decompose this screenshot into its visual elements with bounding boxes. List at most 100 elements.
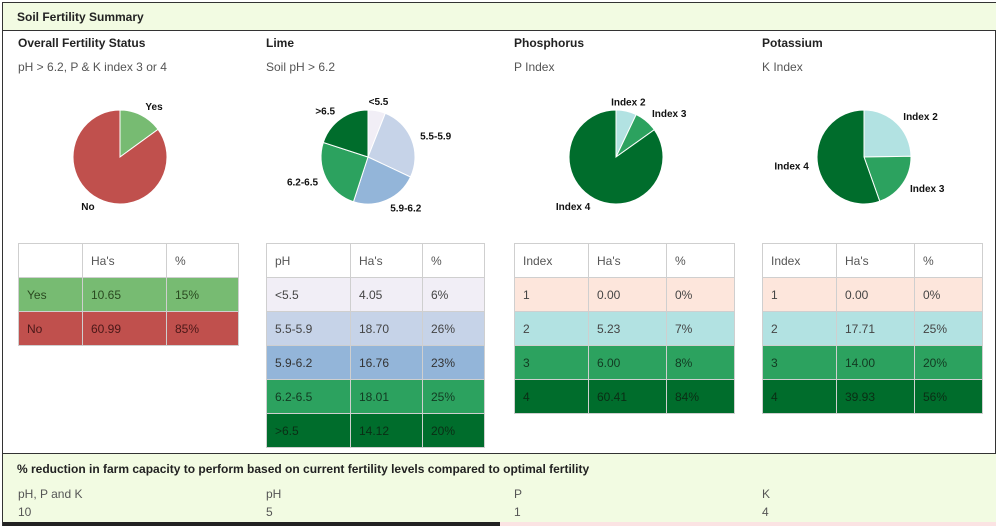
reduction-label-p: P xyxy=(514,487,523,501)
pie-label-index-4: Index 4 xyxy=(774,162,809,173)
table-row: 4 60.41 84% xyxy=(514,379,735,414)
column-heading: Potassium xyxy=(762,36,823,50)
table-cell: 4 xyxy=(514,379,589,414)
reduction-value-ph-p-k: 10 xyxy=(18,505,32,519)
capacity-reduction-title: % reduction in farm capacity to perform … xyxy=(17,462,590,476)
table-cell: 84% xyxy=(666,379,735,414)
table-header-row: Index Ha's% xyxy=(514,243,735,278)
reduction-label-ph: pH xyxy=(266,487,282,501)
table-cell: 6.2-6.5 xyxy=(266,379,351,414)
table-cell: 4 xyxy=(762,379,837,414)
table-cell: 20% xyxy=(422,413,485,448)
pie-slice-no xyxy=(72,109,168,205)
table-cell: 20% xyxy=(914,345,983,380)
pie-label-6-5: >6.5 xyxy=(315,107,335,118)
table-cell: 0% xyxy=(914,277,983,312)
table-cell: 60.99 xyxy=(82,311,167,346)
pie-label-index-2: Index 2 xyxy=(611,97,646,108)
column-header: % xyxy=(422,243,485,278)
pie-label-index-3: Index 3 xyxy=(910,184,945,195)
column-heading: Overall Fertility Status xyxy=(18,36,146,50)
table-cell: 14.00 xyxy=(836,345,915,380)
pie-label-index-3: Index 3 xyxy=(652,109,687,120)
table-row: 1 0.00 0% xyxy=(514,277,735,312)
table-cell: 14.12 xyxy=(350,413,423,448)
footer-strip-left xyxy=(3,522,499,526)
column-overall-fertility: Overall Fertility Status pH > 6.2, P & K… xyxy=(18,32,248,452)
table-cell: 8% xyxy=(666,345,735,380)
column-potassium: Potassium K Index Index 2 Index 3 Index 4 … xyxy=(762,32,992,452)
table-cell: 26% xyxy=(422,311,485,346)
table-row: 2 5.23 7% xyxy=(514,311,735,346)
potassium-pie-chart: Index 2 Index 3 Index 4 xyxy=(774,109,945,205)
table-cell: 4.05 xyxy=(350,277,423,312)
table-cell: No xyxy=(18,311,83,346)
column-header: Index xyxy=(514,243,589,278)
table-cell: >6.5 xyxy=(266,413,351,448)
column-phosphorus: Phosphorus P Index Index 2 Index 3 Index 4… xyxy=(514,32,744,452)
table-cell: 6.00 xyxy=(588,345,667,380)
column-header: pH xyxy=(266,243,351,278)
pie-slice-5-9-6-2 xyxy=(352,156,412,205)
pie-slice-6-2-6-5 xyxy=(320,141,369,203)
table-cell: 6% xyxy=(422,277,485,312)
table-cell: 1 xyxy=(762,277,837,312)
table-row: >6.5 14.12 20% xyxy=(266,413,485,448)
table-cell: 5.5-5.9 xyxy=(266,311,351,346)
lime-table: pH Ha's% <5.5 4.05 6% 5.5-5.9 18.70 26% 5.9-6.2 1… xyxy=(266,243,485,448)
column-header: Ha's xyxy=(588,243,667,278)
pie-label-5-9-6-2: 5.9-6.2 xyxy=(390,203,422,214)
potassium-table: Index Ha's% 1 0.00 0% 2 17.71 25% 3 14.00 20% 4 39.9… xyxy=(762,243,983,414)
table-cell: 16.76 xyxy=(350,345,423,380)
pie-slice-6-5 xyxy=(322,109,369,158)
column-header: % xyxy=(914,243,983,278)
pie-slice-index-4 xyxy=(816,109,881,205)
column-subheading: P Index xyxy=(514,60,555,74)
table-cell: 85% xyxy=(166,311,239,346)
overall-fertility-pie-chart: Yes No xyxy=(72,102,168,213)
table-row: 2 17.71 25% xyxy=(762,311,983,346)
lime-pie-chart: <5.5 5.5-5.9 5.9-6.2 6.2-6.5 >6.5 xyxy=(287,97,452,214)
phosphorus-table: Index Ha's% 1 0.00 0% 2 5.23 7% 3 6.00 8% 4 60.41 84% xyxy=(514,243,735,414)
table-row: Yes 10.65 15% xyxy=(18,277,239,312)
table-cell: 0% xyxy=(666,277,735,312)
table-cell: 18.01 xyxy=(350,379,423,414)
table-cell: 18.70 xyxy=(350,311,423,346)
pie-slice-index-2 xyxy=(863,109,912,158)
table-row: 6.2-6.5 18.01 25% xyxy=(266,379,485,414)
column-lime: Lime Soil pH > 6.2 <5.5 5.5-5.9 5.9-6.2 6.2… xyxy=(266,32,496,452)
pie-label-index-2: Index 2 xyxy=(903,112,938,123)
table-cell: 3 xyxy=(762,345,837,380)
table-cell: 0.00 xyxy=(588,277,667,312)
table-cell: 23% xyxy=(422,345,485,380)
table-cell: 5.9-6.2 xyxy=(266,345,351,380)
table-row: No 60.99 85% xyxy=(18,311,239,346)
column-heading: Phosphorus xyxy=(514,36,585,50)
capacity-reduction-panel: % reduction in farm capacity to perform … xyxy=(3,453,996,523)
table-header-row: Ha's% xyxy=(18,243,239,278)
table-row: 4 39.93 56% xyxy=(762,379,983,414)
reduction-label-k: K xyxy=(762,487,771,501)
reduction-label-ph-p-k: pH, P and K xyxy=(18,487,83,501)
pie-slice-index-4 xyxy=(568,109,664,205)
pie-label-index-4: Index 4 xyxy=(556,202,591,213)
reduction-value-ph: 5 xyxy=(266,505,273,519)
table-cell: 39.93 xyxy=(836,379,915,414)
table-header-row: Index Ha's% xyxy=(762,243,983,278)
table-cell: Yes xyxy=(18,277,83,312)
table-cell: 3 xyxy=(514,345,589,380)
page-title: Soil Fertility Summary xyxy=(3,3,996,31)
phosphorus-pie-chart: Index 2 Index 3 Index 4 xyxy=(556,97,687,213)
table-cell: 2 xyxy=(762,311,837,346)
pie-slice-5-5-5-9 xyxy=(367,112,416,178)
table-cell: 17.71 xyxy=(836,311,915,346)
column-header: Index xyxy=(762,243,837,278)
table-row: <5.5 4.05 6% xyxy=(266,277,485,312)
column-header xyxy=(18,243,83,278)
reduction-value-p: 1 xyxy=(514,505,521,519)
footer-strip-right xyxy=(499,522,996,526)
table-row: 3 14.00 20% xyxy=(762,345,983,380)
table-header-row: pH Ha's% xyxy=(266,243,485,278)
table-row: 3 6.00 8% xyxy=(514,345,735,380)
table-cell: 56% xyxy=(914,379,983,414)
